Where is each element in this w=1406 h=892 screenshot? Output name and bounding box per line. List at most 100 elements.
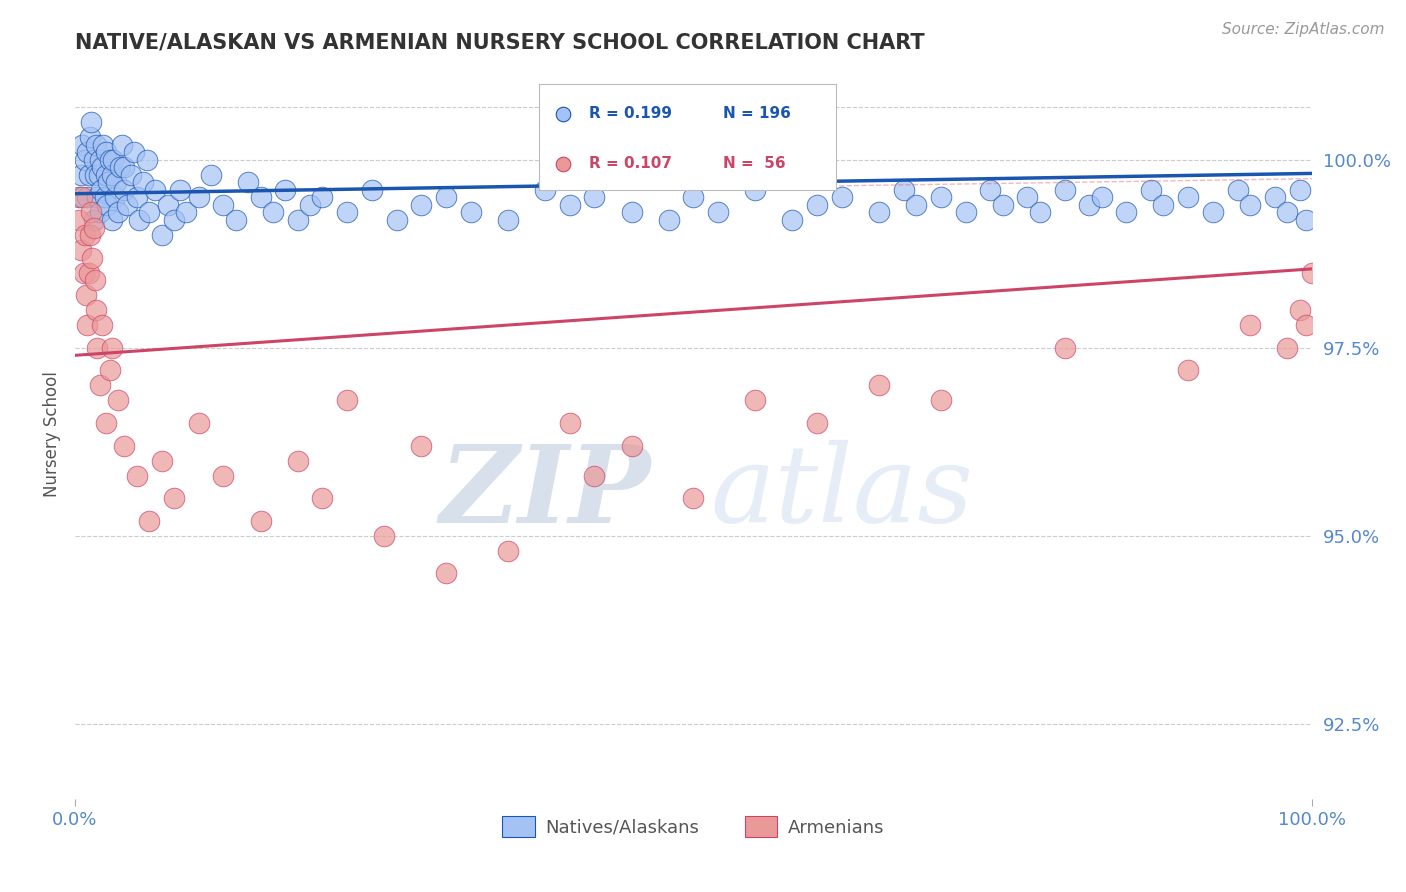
Point (145, 183, 167, 197)
Point (104, 190, 127, 204)
Point (87, 168, 110, 182)
Point (90, 183, 112, 197)
Point (114, 161, 136, 175)
Point (76, 145, 98, 160)
Point (114, 183, 136, 197)
Point (1239, 318, 1261, 333)
Point (558, 416, 581, 430)
Point (94, 416, 117, 430)
Point (411, 198, 433, 212)
Point (169, 183, 191, 197)
Point (77, 168, 100, 182)
Point (868, 378, 890, 392)
Point (287, 213, 309, 227)
Point (125, 190, 148, 204)
Point (83, 153, 105, 167)
Point (97, 176, 120, 190)
Point (1295, 318, 1317, 333)
Point (91, 318, 114, 333)
Point (1226, 183, 1249, 197)
Point (73, 266, 96, 280)
Text: NATIVE/ALASKAN VS ARMENIAN NURSERY SCHOOL CORRELATION CHART: NATIVE/ALASKAN VS ARMENIAN NURSERY SCHOO… (75, 33, 925, 53)
Point (107, 205, 129, 219)
Point (1202, 205, 1225, 219)
Point (311, 190, 333, 204)
Point (79, 130, 101, 145)
Point (187, 190, 209, 204)
Point (163, 491, 186, 505)
Point (1264, 190, 1286, 204)
Point (96, 198, 118, 212)
Point (905, 198, 928, 212)
Point (496, 213, 519, 227)
Point (91, 161, 114, 175)
Point (103, 153, 125, 167)
Point (991, 198, 1014, 212)
Point (77, 266, 100, 280)
Point (89, 153, 111, 167)
Point (806, 416, 828, 430)
Point (1115, 205, 1137, 219)
Point (89, 205, 111, 219)
Point (82, 251, 104, 265)
Point (108, 161, 131, 175)
Point (262, 205, 284, 219)
Point (1078, 198, 1101, 212)
Point (93, 190, 115, 204)
Point (893, 183, 915, 197)
Text: ZIP: ZIP (439, 440, 651, 546)
Point (929, 393, 952, 408)
Point (156, 198, 179, 212)
Point (187, 416, 209, 430)
Point (249, 190, 271, 204)
Point (94, 168, 117, 182)
Point (744, 183, 766, 197)
Point (1091, 190, 1114, 204)
Point (150, 453, 173, 467)
Point (1288, 303, 1310, 318)
Point (955, 205, 977, 219)
Point (682, 190, 704, 204)
Point (98, 153, 121, 167)
Point (1053, 183, 1076, 197)
Point (76, 190, 98, 204)
Point (1301, 266, 1323, 280)
Point (101, 168, 124, 182)
Point (385, 213, 408, 227)
Point (107, 393, 129, 408)
Point (929, 190, 952, 204)
Point (138, 205, 160, 219)
Point (70, 243, 93, 257)
Point (83, 213, 105, 227)
Point (682, 491, 704, 505)
Point (101, 341, 124, 355)
Point (1177, 363, 1199, 377)
Point (287, 453, 309, 467)
Point (125, 468, 148, 483)
Text: atlas: atlas (710, 440, 973, 545)
Point (360, 183, 382, 197)
Point (744, 393, 766, 408)
Point (132, 176, 155, 190)
Point (86, 341, 108, 355)
Point (238, 176, 260, 190)
Point (620, 205, 643, 219)
Point (70, 168, 93, 182)
Point (373, 529, 395, 543)
Point (104, 176, 127, 190)
Point (111, 137, 134, 152)
Point (558, 198, 581, 212)
Point (583, 190, 606, 204)
Point (84, 137, 107, 152)
Point (135, 153, 157, 167)
Text: Source: ZipAtlas.com: Source: ZipAtlas.com (1222, 22, 1385, 37)
Point (94, 145, 117, 160)
Point (620, 438, 643, 452)
Point (80, 205, 103, 219)
Point (176, 205, 198, 219)
Point (1275, 341, 1298, 355)
Point (583, 468, 606, 483)
Point (138, 514, 160, 528)
Point (89, 378, 111, 392)
Point (1053, 341, 1076, 355)
